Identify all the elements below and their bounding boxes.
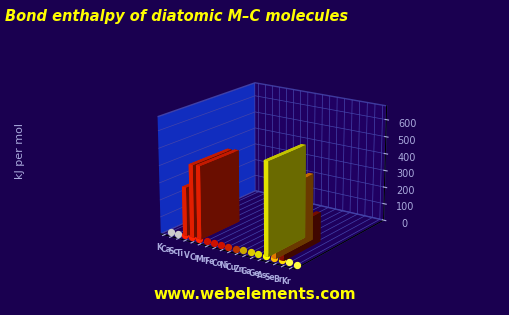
Text: Bond enthalpy of diatomic M–C molecules: Bond enthalpy of diatomic M–C molecules [5,9,348,25]
Text: www.webelements.com: www.webelements.com [153,287,356,302]
Text: kJ per mol: kJ per mol [15,123,25,179]
